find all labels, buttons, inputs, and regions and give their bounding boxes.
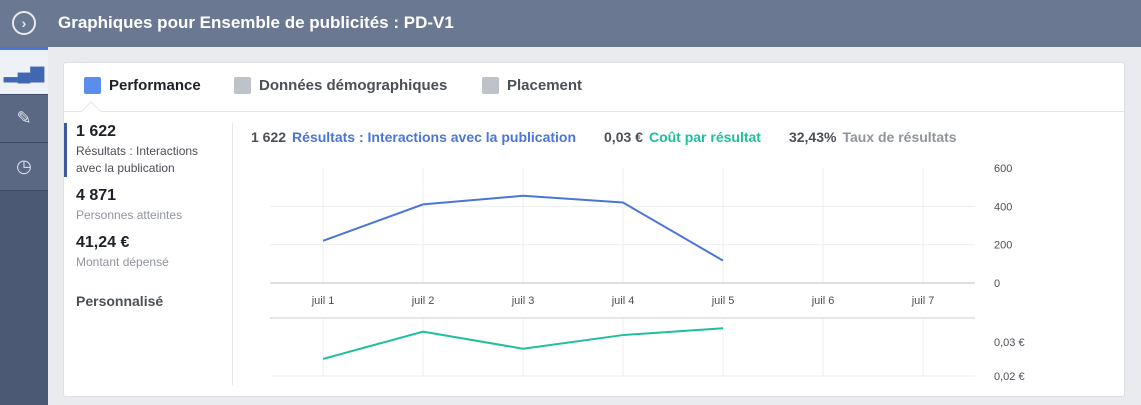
legend-value: 32,43% (788, 129, 837, 145)
people-icon (234, 77, 251, 94)
pencil-icon: ✎ (16, 108, 32, 128)
stat-reach[interactable]: 4 871 Personnes atteintes (64, 187, 232, 224)
stats-column: 1 622 Résultats : Interactions avec la pu… (64, 123, 233, 385)
x-tick-label: juil 3 (511, 295, 535, 307)
x-tick-label: juil 1 (311, 295, 335, 307)
x-tick-label: juil 2 (411, 295, 435, 307)
tab-performance[interactable]: Performance (84, 77, 201, 94)
clock-icon: ◷ (16, 156, 32, 176)
y-tick-label: 200 (994, 240, 1012, 252)
tab-placement[interactable]: Placement (482, 77, 582, 94)
legend-label[interactable]: Taux de résultats (842, 129, 957, 145)
legend-label[interactable]: Coût par résultat (648, 129, 761, 145)
x-tick-label: juil 6 (811, 295, 835, 307)
y-tick-label: 400 (994, 201, 1012, 213)
placement-icon (482, 77, 499, 94)
stat-value: 41,24 € (76, 234, 130, 251)
tab-label: Performance (109, 77, 201, 94)
custom-link[interactable]: Personnalisé (76, 293, 164, 309)
sidebar-item-history[interactable]: ◷ (0, 143, 48, 191)
tab-bar: Performance Données démographiques Place… (64, 63, 1124, 121)
sidebar: ▂▄▆ ✎ ◷ (0, 47, 48, 405)
page-title: Graphiques pour Ensemble de publicités :… (58, 13, 454, 32)
y-tick-label: 0,02 € (994, 371, 1025, 383)
tab-label: Placement (507, 77, 583, 94)
charts-card: Performance Données démographiques Place… (63, 62, 1125, 397)
chevron-right-circle-icon[interactable]: › (12, 11, 36, 35)
sidebar-item-charts[interactable]: ▂▄▆ (0, 47, 48, 95)
chart-legend: 1 622 Résultats : Interactions avec la pu… (251, 129, 957, 145)
tab-demographics[interactable]: Données démographiques (234, 77, 447, 94)
sidebar-item-edit[interactable]: ✎ (0, 95, 48, 143)
y-tick-label: 0 (994, 278, 1000, 290)
legend-label[interactable]: Résultats : Interactions avec la publica… (292, 129, 577, 145)
stat-value: 4 871 (76, 187, 117, 204)
stat-results[interactable]: 1 622 Résultats : Interactions avec la pu… (64, 123, 232, 177)
legend-value: 0,03 € (604, 129, 643, 145)
stat-spent[interactable]: 41,24 € Montant dépensé (64, 234, 232, 271)
y-tick-label: 600 (994, 163, 1012, 175)
stat-label: Personnes atteintes (76, 208, 183, 222)
legend-value: 1 622 (251, 129, 287, 145)
stat-value: 1 622 (76, 123, 117, 140)
x-tick-label: juil 5 (711, 295, 735, 307)
x-tick-label: juil 4 (611, 295, 635, 307)
tab-label: Données démographiques (259, 77, 448, 94)
header: › Graphiques pour Ensemble de publicités… (0, 0, 1141, 47)
y-tick-label: 0,03 € (994, 337, 1025, 349)
bar-chart-icon: ▂▄▆ (3, 61, 45, 82)
bar-chart-icon (84, 77, 101, 94)
stat-label: Résultats : Interactions avec la publica… (76, 144, 199, 175)
stat-label: Montant dépensé (76, 255, 169, 269)
x-tick-label: juil 7 (911, 295, 935, 307)
